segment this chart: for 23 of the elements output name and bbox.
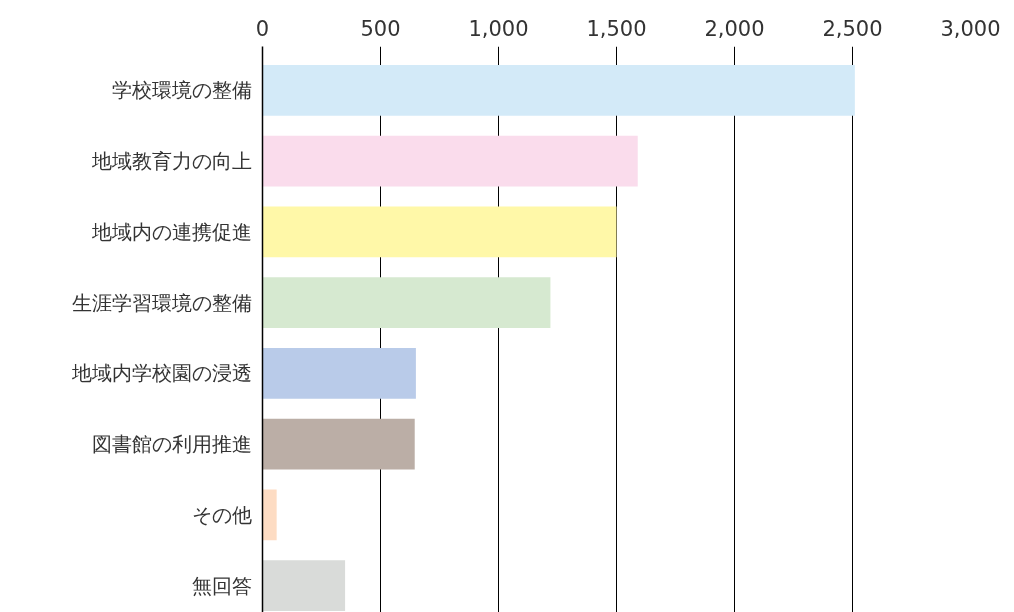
y-tick-label: 学校環境の整備 — [111, 78, 252, 103]
bar — [262, 347, 416, 399]
y-tick-label: 無回答 — [191, 573, 252, 598]
bar — [262, 489, 277, 541]
bar — [262, 560, 346, 612]
x-tick-label: 0 — [255, 16, 270, 41]
x-tick-label: 1,000 — [468, 16, 529, 41]
y-tick-label: 図書館の利用推進 — [91, 432, 252, 457]
x-tick-label: 3,000 — [940, 16, 1001, 41]
x-tick-label: 1,500 — [586, 16, 647, 41]
bar — [262, 418, 415, 470]
bar — [262, 277, 551, 329]
x-tick-label: 2,500 — [822, 16, 883, 41]
bar — [262, 135, 638, 187]
x-tick-label: 2,000 — [704, 16, 765, 41]
y-tick-label: 地域教育力の向上 — [90, 149, 252, 174]
x-tick-label: 500 — [360, 16, 401, 41]
bar — [262, 206, 617, 258]
y-tick-label: その他 — [191, 502, 252, 527]
y-tick-label: 地域内の連携促進 — [90, 219, 252, 244]
bar — [262, 64, 855, 116]
y-tick-label: 生涯学習環境の整備 — [71, 290, 252, 315]
y-tick-label: 地域内学校園の浸透 — [70, 361, 252, 386]
